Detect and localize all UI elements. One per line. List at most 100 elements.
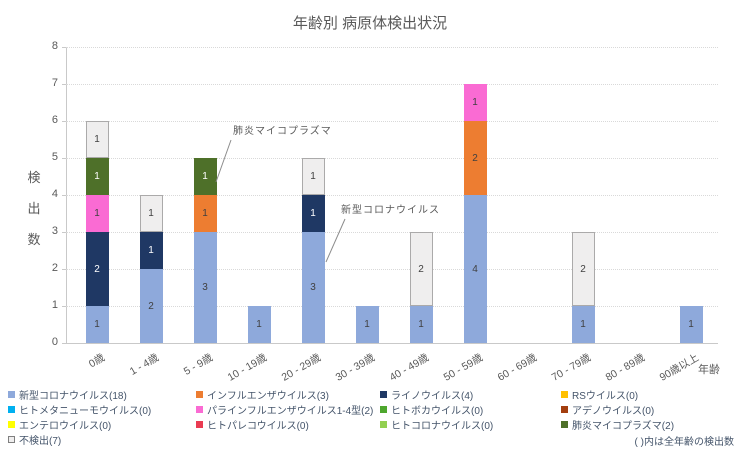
bar-80 - 89歳 [626, 47, 649, 343]
bar-70 - 79歳: 12 [571, 47, 595, 343]
x-axis-line [66, 343, 718, 344]
legend-label: ヒトパレコウイルス(0) [207, 421, 309, 432]
legend-item-アデノウイルス: アデノウイルス(0) [561, 402, 736, 417]
x-tick-label-0歳: 0歳 [86, 351, 107, 371]
legend-item-不検出: 不検出(7) [8, 432, 196, 447]
bar-segment-不検出: 2 [571, 232, 595, 306]
legend-swatch-icon [380, 391, 387, 398]
bar-30 - 39歳: 1 [355, 47, 379, 343]
y-tick-label-8: 8 [51, 40, 58, 52]
legend-item-新型コロナウイルス: 新型コロナウイルス(18) [8, 387, 196, 402]
y-tick-label-1: 1 [51, 299, 58, 311]
legend-item-ヒトコロナウイルス: ヒトコロナウイルス(0) [380, 417, 561, 432]
y-tick-label-6: 6 [51, 114, 58, 126]
legend-label: ヒトコロナウイルス(0) [391, 421, 494, 432]
bar-segment-新型コロナウイルス: 3 [301, 232, 325, 343]
annotation-pneumonia-mycoplasma: 肺炎マイコプラズマ [233, 126, 332, 137]
x-tick-label-80 - 89歳: 80 - 89歳 [603, 351, 647, 384]
y-tick-mark-7 [62, 84, 66, 85]
bar-segment-不検出: 1 [301, 158, 325, 195]
bar-1 - 4歳: 211 [139, 47, 163, 343]
bar-segment-新型コロナウイルス: 3 [193, 232, 217, 343]
legend-swatch-icon [561, 421, 568, 428]
y-axis-title: 検出数 [27, 170, 41, 248]
legend-item-ヒトボカウイルス: ヒトボカウイルス(0) [380, 402, 561, 417]
legend-label: インフルエンザウイルス(3) [207, 391, 329, 402]
bar-90歳以上: 1 [679, 47, 703, 343]
y-tick-mark-6 [62, 121, 66, 122]
legend-item-ヒトメタニューモウイルス: ヒトメタニューモウイルス(0) [8, 402, 196, 417]
gridline-y5 [66, 158, 718, 159]
bar-segment-ライノウイルス: 1 [301, 195, 325, 232]
x-tick-label-1 - 4歳: 1 - 4歳 [127, 351, 161, 378]
legend-label: ライノウイルス(4) [391, 391, 474, 402]
x-tick-label-30 - 39歳: 30 - 39歳 [333, 351, 377, 384]
x-tick-label-50 - 59歳: 50 - 59歳 [441, 351, 485, 384]
gridline-y2 [66, 269, 718, 270]
bar-40 - 49歳: 12 [409, 47, 433, 343]
legend-label: 不検出(7) [19, 436, 62, 447]
y-tick-label-5: 5 [51, 151, 58, 163]
bar-10 - 19歳: 1 [247, 47, 271, 343]
legend-item-エンテロウイルス: エンテロウイルス(0) [8, 417, 196, 432]
bar-segment-肺炎マイコプラズマ: 1 [193, 158, 217, 195]
bar-segment-新型コロナウイルス: 1 [355, 306, 379, 343]
legend-swatch-icon [196, 421, 203, 428]
legend-swatch-icon [8, 391, 15, 398]
x-tick-label-20 - 29歳: 20 - 29歳 [279, 351, 323, 384]
y-tick-label-2: 2 [51, 262, 58, 274]
bar-segment-新型コロナウイルス: 1 [679, 306, 703, 343]
legend-item-パラインフルエンザウイルス1-4型: パラインフルエンザウイルス1-4型(2) [196, 402, 380, 417]
chart-title: 年齢別 病原体検出状況 [292, 15, 448, 32]
bar-segment-肺炎マイコプラズマ: 1 [85, 158, 109, 195]
legend-item-ヒトパレコウイルス: ヒトパレコウイルス(0) [196, 417, 380, 432]
legend-swatch-icon [380, 406, 387, 413]
legend-swatch-icon [196, 406, 203, 413]
gridline-y1 [66, 306, 718, 307]
bar-segment-新型コロナウイルス: 1 [247, 306, 271, 343]
y-tick-label-0: 0 [51, 336, 58, 348]
x-tick-label-90歳以上: 90歳以上 [657, 351, 701, 384]
bar-60 - 69歳 [518, 47, 541, 343]
bar-segment-インフルエンザウイルス: 1 [193, 195, 217, 232]
legend-swatch-icon [8, 421, 15, 428]
legend-swatch-icon [196, 391, 203, 398]
y-tick-label-7: 7 [51, 77, 58, 89]
legend-label: RSウイルス(0) [572, 391, 639, 402]
gridline-y8 [66, 47, 718, 48]
bar-20 - 29歳: 311 [301, 47, 325, 343]
bar-50 - 59歳: 421 [463, 47, 487, 343]
gridline-y4 [66, 195, 718, 196]
bar-segment-不検出: 1 [85, 121, 109, 158]
bar-5 - 9歳: 311 [193, 47, 217, 343]
bar-segment-パラインフルエンザウイルス1-4型: 1 [85, 195, 109, 232]
bar-segment-パラインフルエンザウイルス1-4型: 1 [463, 84, 487, 121]
bar-segment-インフルエンザウイルス: 2 [463, 121, 487, 195]
legend-label: ヒトメタニューモウイルス(0) [19, 406, 152, 417]
bar-segment-新型コロナウイルス: 1 [85, 306, 109, 343]
bar-segment-ライノウイルス: 2 [85, 232, 109, 306]
legend-item-インフルエンザウイルス: インフルエンザウイルス(3) [196, 387, 380, 402]
x-axis-title: 年齢 [698, 364, 720, 376]
y-tick-mark-2 [62, 269, 66, 270]
gridline-y3 [66, 232, 718, 233]
y-tick-mark-5 [62, 158, 66, 159]
legend-label: アデノウイルス(0) [572, 406, 655, 417]
bar-segment-新型コロナウイルス: 1 [409, 306, 433, 343]
y-tick-mark-3 [62, 232, 66, 233]
legend-item-肺炎マイコプラズマ: 肺炎マイコプラズマ(2) [561, 417, 736, 432]
x-tick-label-60 - 69歳: 60 - 69歳 [495, 351, 539, 384]
gridline-y7 [66, 84, 718, 85]
legend-swatch-icon [380, 421, 387, 428]
y-tick-mark-1 [62, 306, 66, 307]
legend-item-RSウイルス: RSウイルス(0) [561, 387, 736, 402]
bar-segment-ライノウイルス: 1 [139, 232, 163, 269]
legend-label: ヒトボカウイルス(0) [391, 406, 484, 417]
x-tick-label-70 - 79歳: 70 - 79歳 [549, 351, 593, 384]
legend-swatch-icon [8, 406, 15, 413]
chart-legend: 新型コロナウイルス(18) インフルエンザウイルス(3) ライノウイルス(4) RSウ… [8, 387, 736, 447]
legend-swatch-icon [561, 406, 568, 413]
x-tick-label-10 - 19歳: 10 - 19歳 [225, 351, 269, 384]
x-tick-label-5 - 9歳: 5 - 9歳 [181, 351, 215, 378]
